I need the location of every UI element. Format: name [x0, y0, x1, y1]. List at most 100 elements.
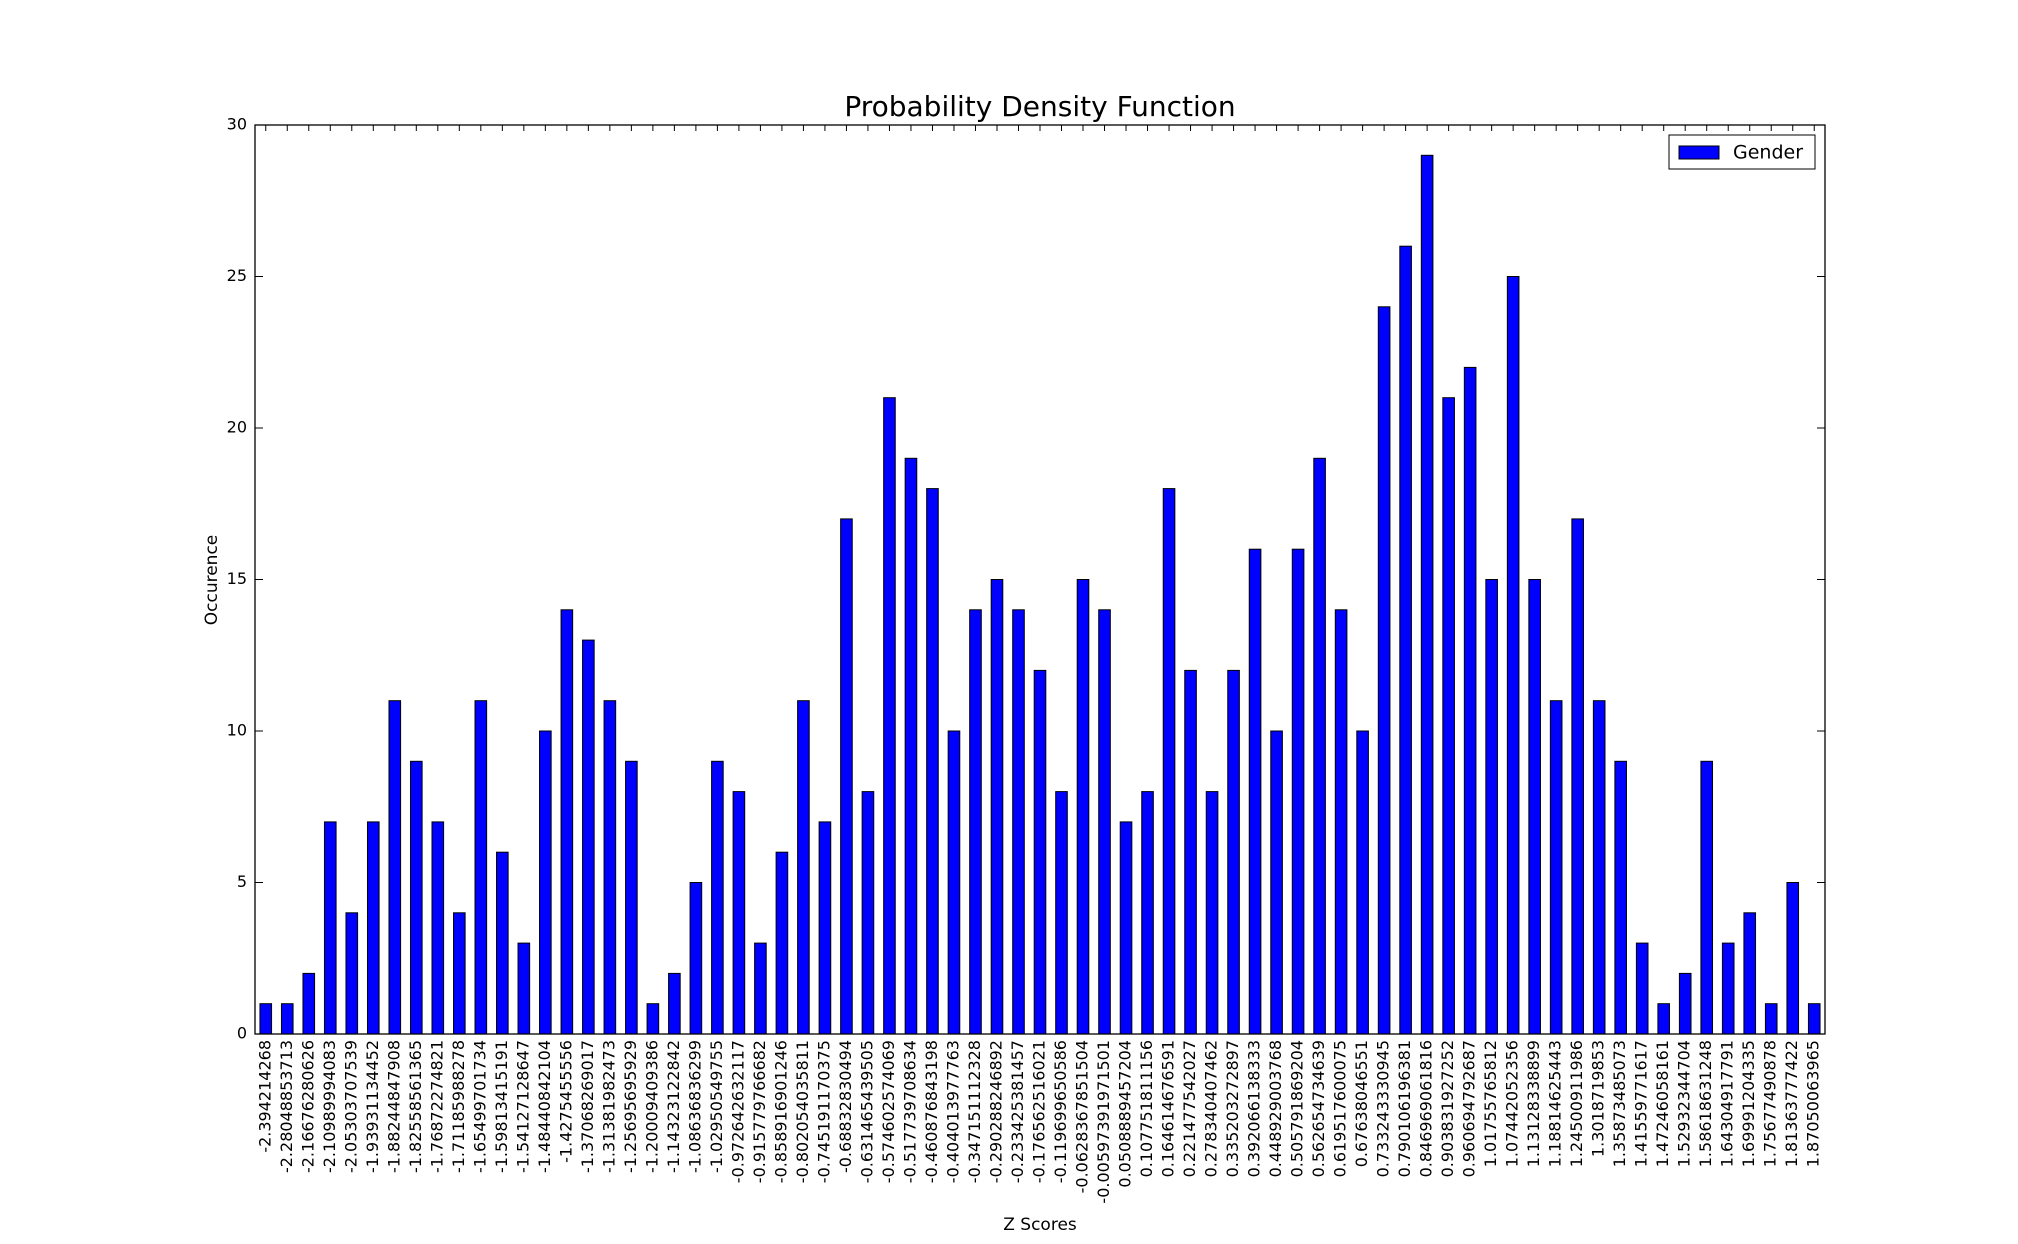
x-tick-label: -0.574602574069 [879, 1040, 898, 1183]
x-tick-label: -1.4275455556 [556, 1040, 575, 1163]
x-tick-label: 0.846969061816 [1417, 1040, 1436, 1177]
x-tick-label: 0.392066138333 [1245, 1040, 1264, 1177]
x-tick-label: -1.08636836299 [685, 1040, 704, 1173]
bar [1141, 791, 1154, 1035]
bar [646, 1003, 660, 1035]
bar [668, 972, 681, 1035]
x-tick-label: -0.233425381457 [1008, 1040, 1027, 1183]
x-tick-label: 1.13128338899 [1524, 1040, 1543, 1167]
x-tick-label: 0.960694792687 [1460, 1040, 1479, 1177]
legend-swatch [1678, 145, 1720, 160]
bar [1012, 609, 1025, 1035]
bar [1377, 306, 1391, 1035]
x-tick-label: -1.65499701734 [470, 1040, 489, 1173]
bar [1700, 760, 1714, 1035]
bar [926, 488, 939, 1035]
y-tick-label: 30 [227, 115, 247, 134]
bar [302, 972, 316, 1035]
x-tick-label: -2.394214268 [255, 1040, 274, 1153]
x-tick-label: -1.20009409386 [642, 1040, 661, 1173]
bar [453, 912, 466, 1035]
x-tick-label: -0.517739708634 [900, 1040, 919, 1183]
y-axis-label: Occurence [202, 535, 222, 626]
bar [259, 1003, 273, 1035]
bar [1184, 669, 1197, 1035]
x-tick-label: 1.64304917791 [1718, 1040, 1737, 1167]
bar [1528, 579, 1541, 1035]
x-tick-label: 1.87050063965 [1804, 1040, 1823, 1167]
x-tick-label: -1.82558561365 [406, 1040, 425, 1173]
bar [474, 700, 488, 1035]
y-tick-label: 10 [227, 721, 247, 740]
bar [1098, 609, 1111, 1035]
x-tick-label: 0.448929003768 [1266, 1040, 1285, 1177]
bar [1205, 791, 1219, 1035]
y-tick-label: 25 [227, 266, 247, 285]
x-tick-label: -0.68832830494 [836, 1040, 855, 1173]
bar [1227, 669, 1240, 1035]
bar [1721, 942, 1735, 1035]
x-tick-label: 0.0508889457204 [1116, 1040, 1135, 1188]
bar [1807, 1003, 1821, 1035]
bar [904, 457, 918, 1035]
bar [840, 518, 853, 1035]
x-tick-label: 0.619517600075 [1331, 1040, 1350, 1177]
x-tick-label: -0.290288246892 [986, 1040, 1005, 1183]
x-tick-label: 0.278340407462 [1202, 1040, 1221, 1177]
bar [861, 791, 875, 1035]
bar [689, 882, 703, 1035]
legend-label: Gender [1733, 142, 1803, 164]
bar [1291, 548, 1305, 1035]
bar [431, 821, 445, 1035]
bar [1657, 1003, 1671, 1035]
bar [323, 821, 337, 1035]
bar [1678, 972, 1692, 1035]
y-tick-label: 5 [237, 872, 247, 891]
bar [883, 397, 896, 1035]
y-tick-label: 15 [227, 569, 247, 588]
x-tick-label: 0.562654734639 [1309, 1040, 1328, 1177]
x-tick-label: 0.790106196381 [1395, 1040, 1414, 1177]
bar [1592, 700, 1606, 1035]
x-tick-label: -1.88244847908 [384, 1040, 403, 1173]
x-tick-label: 0.733243330945 [1374, 1040, 1393, 1177]
bar [366, 821, 380, 1035]
x-tick-label: 1.07442052356 [1503, 1040, 1522, 1167]
y-tick-label: 0 [237, 1024, 247, 1043]
bar [1463, 366, 1477, 1035]
bar [947, 730, 961, 1035]
x-tick-label: 0.67638046551 [1352, 1040, 1371, 1167]
bar [582, 639, 595, 1035]
x-tick-label: 1.35873485073 [1610, 1040, 1629, 1167]
x-tick-label: -1.76872274821 [427, 1040, 446, 1173]
bar [625, 760, 638, 1035]
x-tick-label: 1.69991204335 [1739, 1040, 1758, 1167]
x-tick-label: -1.37068269017 [578, 1040, 597, 1173]
bar [1506, 276, 1520, 1035]
bar [1313, 457, 1326, 1035]
x-tick-label: -0.119699650586 [1051, 1040, 1070, 1183]
x-tick-label: -1.71185988278 [449, 1040, 468, 1173]
bar [1442, 397, 1455, 1035]
bar [388, 700, 402, 1035]
bar [560, 609, 574, 1035]
bar [1485, 579, 1498, 1035]
x-tick-label: -0.00597391971501 [1094, 1040, 1113, 1204]
x-tick-label: -1.59813415191 [492, 1040, 511, 1173]
bar [818, 821, 832, 1035]
x-tick-label: 0.505791869204 [1288, 1040, 1307, 1177]
bar [754, 942, 767, 1035]
bar [1420, 154, 1434, 1035]
bar [732, 791, 746, 1035]
x-tick-label: -1.14323122842 [664, 1040, 683, 1173]
x-tick-label: 1.3018719853 [1589, 1040, 1608, 1157]
x-tick-label: -0.460876843198 [922, 1040, 941, 1183]
x-tick-label: -1.25695695929 [621, 1040, 640, 1173]
x-tick-label: -2.28048853713 [277, 1040, 296, 1173]
plot-frame [254, 124, 1826, 1035]
bar [990, 579, 1004, 1035]
bar [1162, 488, 1176, 1035]
x-tick-label: -1.93931134452 [363, 1040, 382, 1173]
x-tick-label: 1.81363777422 [1782, 1040, 1801, 1167]
